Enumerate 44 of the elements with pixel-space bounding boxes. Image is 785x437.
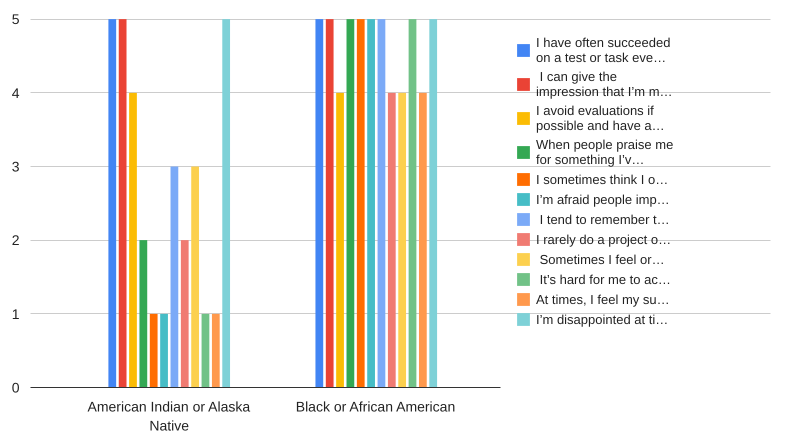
- bar: [326, 19, 334, 388]
- bar: [180, 240, 189, 388]
- bar: [367, 19, 375, 388]
- bar: [150, 314, 158, 388]
- bar: [315, 19, 324, 388]
- y-tick-label: 0: [12, 380, 20, 396]
- legend-label: At times, I feel my su…: [536, 292, 670, 306]
- bar: [429, 19, 438, 388]
- legend-label: I sometimes think I o…: [536, 172, 668, 186]
- bar: [378, 19, 386, 388]
- bar: [388, 92, 396, 388]
- legend-label: I’m disappointed at ti…: [536, 312, 668, 326]
- x-tick-label: Black or African American: [296, 398, 456, 414]
- bar: [129, 92, 137, 388]
- bar: [356, 19, 365, 388]
- bar: [336, 92, 344, 388]
- bar: [170, 166, 178, 388]
- bar: [191, 166, 199, 388]
- bar: [108, 19, 116, 388]
- bar: [139, 240, 148, 388]
- legend-label: I avoid evaluations if possible and have a…: [536, 103, 665, 133]
- y-tick-label: 4: [12, 84, 20, 101]
- legend-label: I tend to remember t…: [538, 212, 670, 226]
- bar: [160, 314, 168, 388]
- bar: [346, 19, 354, 388]
- legend-label: I have often succeeded on a test or task eve…: [536, 35, 672, 65]
- legend-label: I rarely do a project o…: [536, 232, 672, 246]
- y-tick-label: 5: [12, 11, 20, 28]
- bar: [202, 314, 210, 388]
- bar: [408, 19, 416, 388]
- bar: [222, 19, 230, 388]
- bar: [118, 19, 127, 388]
- legend-label: I can give the impression that I’m m…: [536, 69, 673, 99]
- y-tick-label: 3: [12, 158, 20, 175]
- legend-label: I’m afraid people imp…: [536, 192, 670, 206]
- bar: [398, 92, 406, 388]
- legend-label: Sometimes I feel or…: [538, 252, 665, 266]
- y-tick-label: 2: [12, 232, 20, 248]
- y-tick-label: 1: [12, 306, 20, 322]
- bar: [418, 92, 427, 388]
- legend-label: It’s hard for me to ac…: [538, 272, 671, 286]
- bar: [212, 314, 220, 388]
- legend-label: When people praise me for something I’v…: [536, 137, 674, 167]
- x-tick-label: American Indian or Alaska Native: [88, 398, 250, 434]
